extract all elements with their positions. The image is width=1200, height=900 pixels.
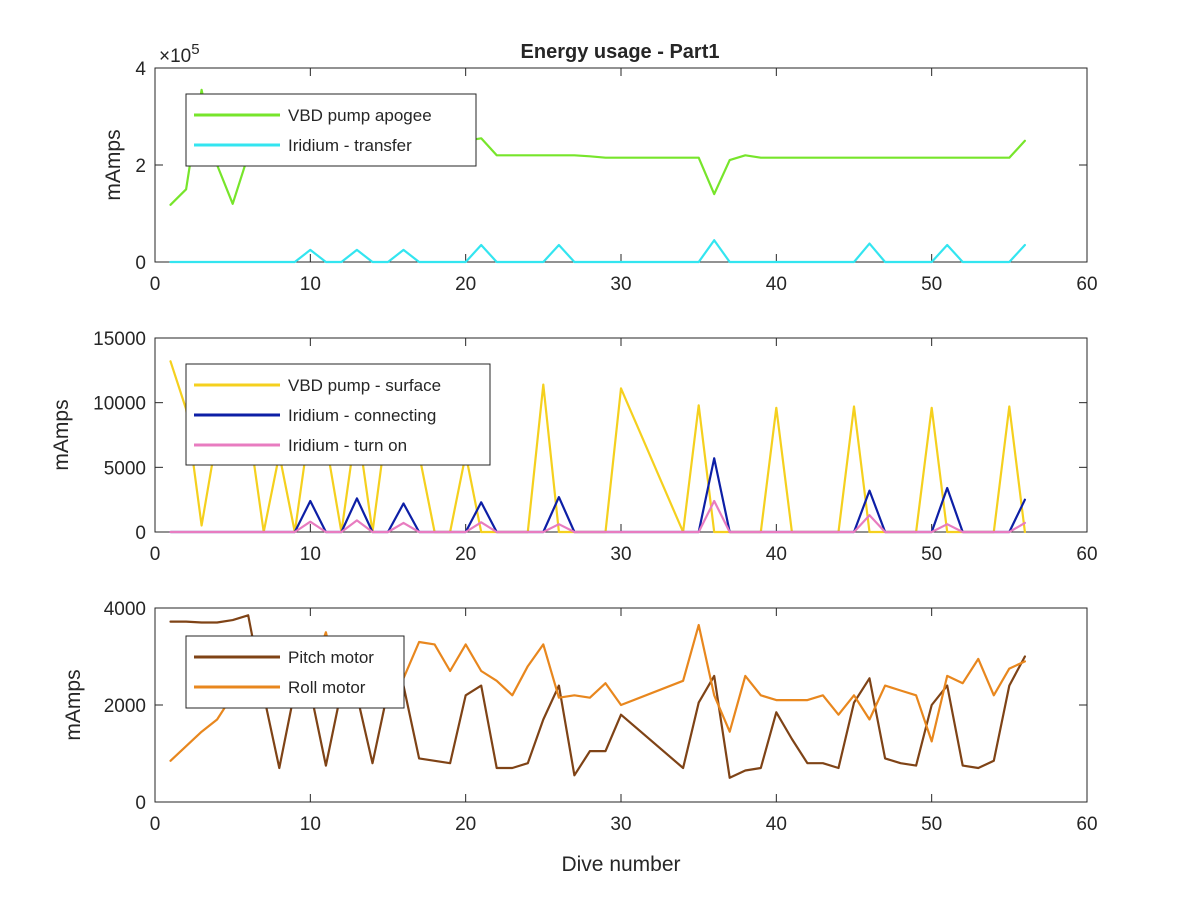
subplot-2: 0 10 20 30 40 50 60 0 5000 10000 15000 mAmps VBD pum… [50,329,1098,565]
legend-entry-label: Pitch motor [288,648,374,667]
x-tick-label: 20 [455,814,476,835]
legend-entry-label: VBD pump apogee [288,106,432,125]
y-tick-label: 5000 [104,458,146,479]
x-tick-label: 10 [300,544,321,565]
x-tick-label: 40 [766,814,787,835]
subplot-3: 0 10 20 30 40 50 60 0 2000 4000 mAmps Pitch motor Ro… [62,599,1098,835]
y-tick-label: 10000 [93,394,146,415]
x-tick-label: 40 [766,544,787,565]
legend-2: VBD pump - surface Iridium - connecting Ir… [185,363,491,466]
x-tick-label: 0 [150,274,161,295]
x-tick-label: 30 [610,274,631,295]
legend-entry-label: Iridium - turn on [288,436,407,455]
x-tick-label: 40 [766,274,787,295]
x-tick-label: 20 [455,274,476,295]
x-tick-label: 0 [150,544,161,565]
x-tick-label: 10 [300,814,321,835]
y-tick-label: 2000 [104,696,146,717]
series-line-iridium-transfer [169,239,1027,264]
legend-entry-label: Roll motor [288,678,366,697]
y-tick-label: 4000 [104,599,146,620]
x-tick-label: 30 [610,814,631,835]
y-tick-label: 2 [135,156,146,177]
legend-box [185,635,405,709]
legend-entry-label: VBD pump - surface [288,376,441,395]
y-tick-label: 15000 [93,329,146,350]
x-tick-label: 30 [610,544,631,565]
legend-box [185,93,477,167]
y-axis-label: mAmps [62,669,85,740]
legend-entry-label: Iridium - connecting [288,406,436,425]
x-axis-label: Dive number [561,853,680,876]
legend-3: Pitch motor Roll motor [185,635,405,709]
x-tick-label: 0 [150,814,161,835]
y-exponent-superscript: 5 [191,41,199,58]
y-axis-label: mAmps [102,129,125,200]
y-tick-label: 0 [135,523,146,544]
x-tick-label: 60 [1076,544,1097,565]
y-tick-label: 0 [135,253,146,274]
legend-entry-label: Iridium - transfer [288,136,412,155]
x-tick-label: 60 [1076,814,1097,835]
y-axis-label: mAmps [50,399,73,470]
x-tick-label: 20 [455,544,476,565]
x-tick-label: 60 [1076,274,1097,295]
x-tick-label: 50 [921,814,942,835]
x-tick-label: 10 [300,274,321,295]
legend-1: VBD pump apogee Iridium - transfer [185,93,477,167]
x-tick-label: 50 [921,544,942,565]
series-line-iridium-turn-on [169,499,1027,534]
y-tick-label: 4 [135,59,146,80]
y-tick-label: 0 [135,793,146,814]
figure-title: Energy usage - Part1 [521,41,720,63]
x-tick-label: 50 [921,274,942,295]
